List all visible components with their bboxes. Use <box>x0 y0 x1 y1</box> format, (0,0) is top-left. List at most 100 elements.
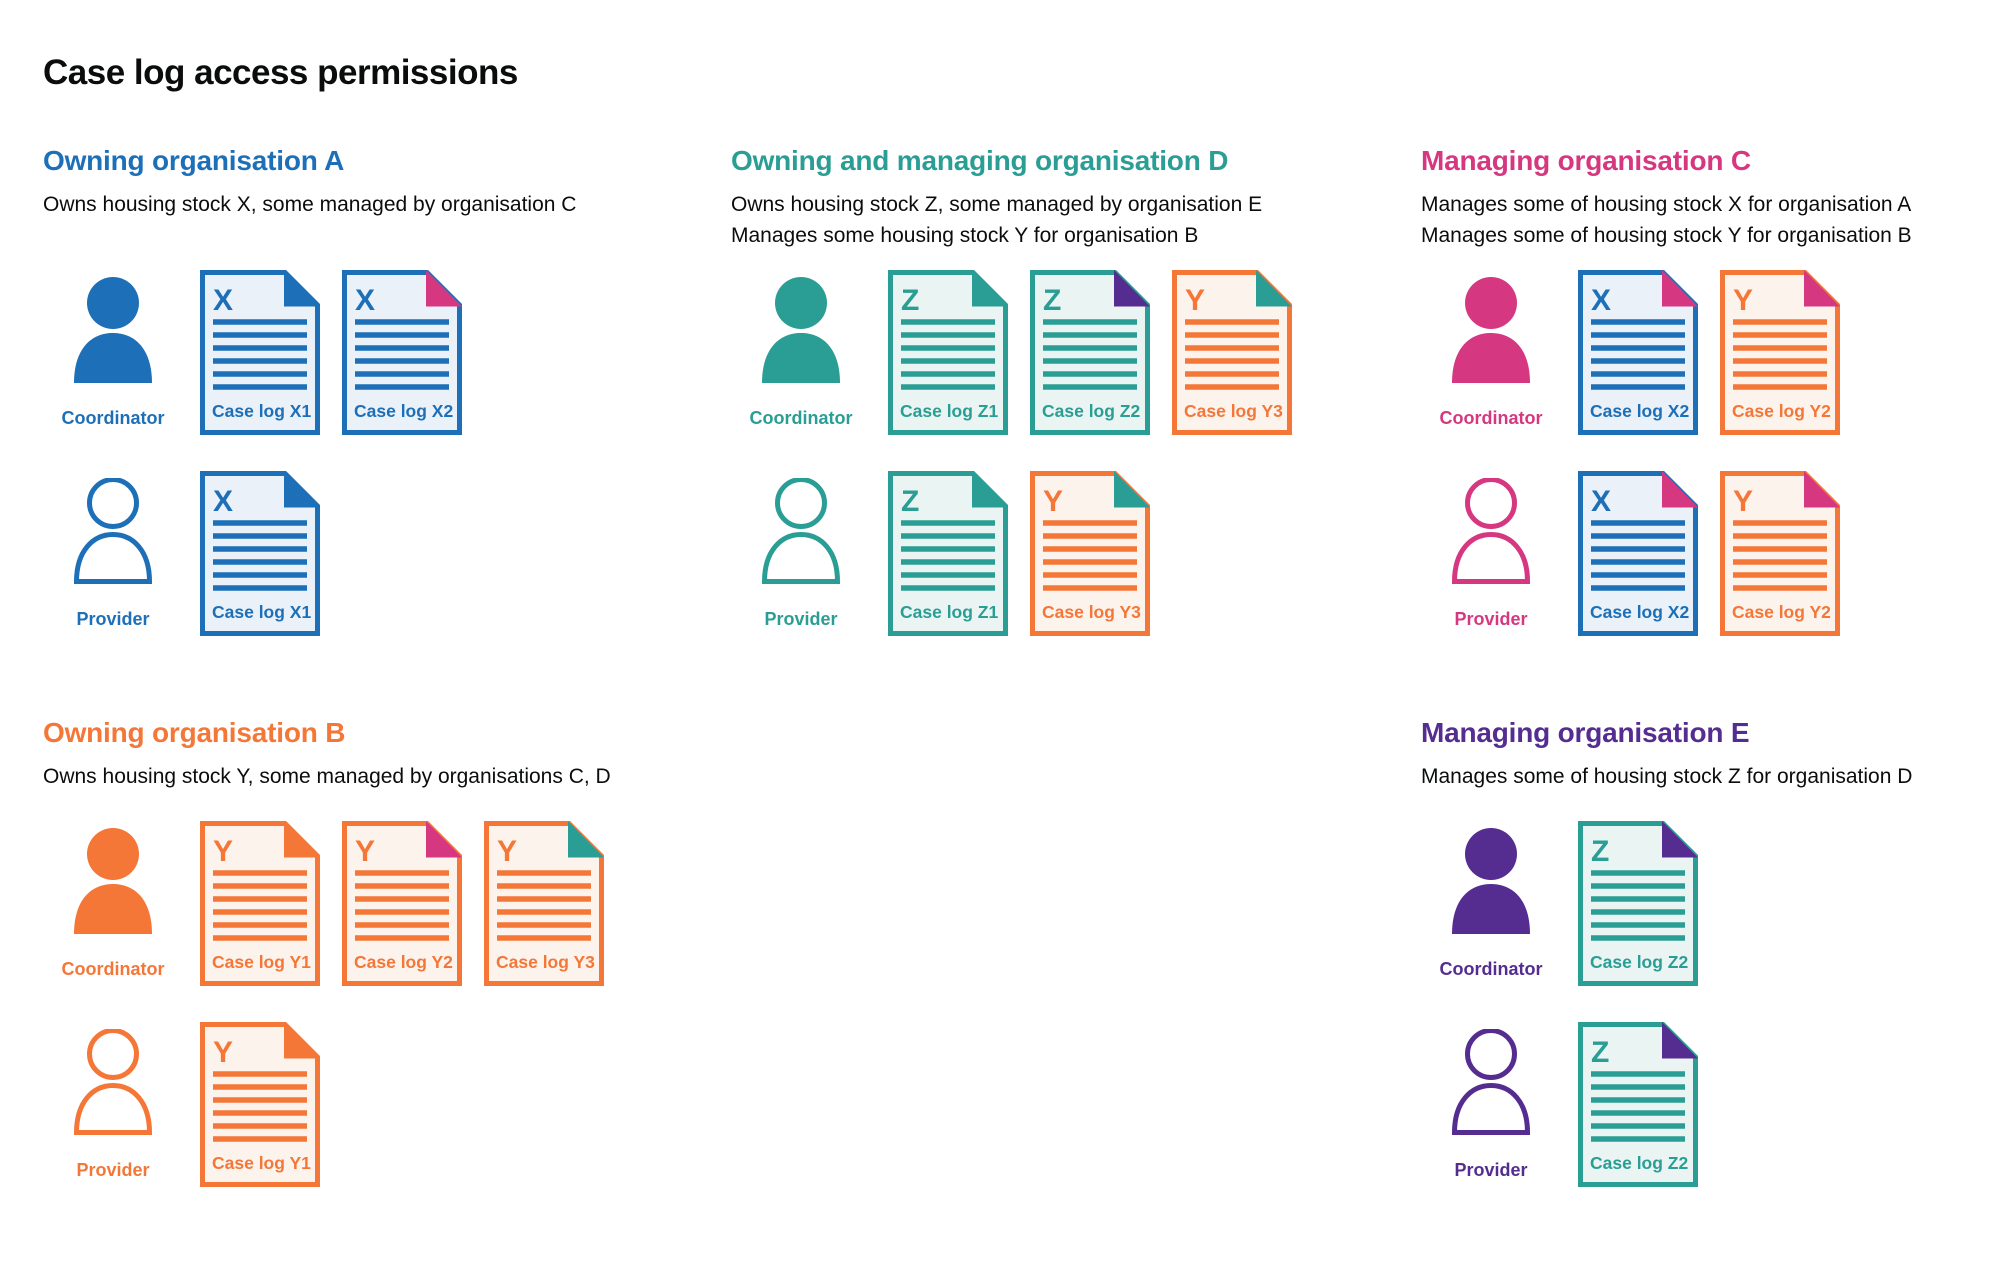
document-label: Case log Y1 <box>212 1153 311 1173</box>
provider-row: Provider Z Case log Z2 <box>1421 1022 1912 1187</box>
documents-group: Y Case log Y1 <box>200 1022 320 1187</box>
document-label: Case log Y2 <box>354 952 453 972</box>
section-header: Managing organisation E Manages some of … <box>1421 718 1912 821</box>
provider-icon <box>73 478 153 584</box>
document-stock-letter: Z <box>1043 284 1061 317</box>
coordinator-icon <box>1452 828 1530 934</box>
folded-corner <box>284 471 320 508</box>
document-stock-letter: Y <box>213 835 233 868</box>
section-heading: Managing organisation C <box>1421 145 1751 176</box>
document-label: Case log X2 <box>1590 401 1689 421</box>
documents-group: X Case log X2 Y Case log Y2 <box>1578 471 1840 636</box>
document-label: Case log Y3 <box>1042 602 1141 622</box>
document-stock-letter: Z <box>1591 1036 1609 1069</box>
document-stock-letter: X <box>355 284 375 317</box>
document-page <box>1578 270 1698 435</box>
provider-label: Provider <box>764 609 838 629</box>
document-page <box>1030 270 1150 435</box>
provider-label: Provider <box>76 609 150 629</box>
section-description-line: Manages some of housing stock Y for orga… <box>1421 224 1912 247</box>
provider-cell: Provider <box>731 471 871 636</box>
section-organisation-d: Owning and managing organisation D Owns … <box>731 146 1292 636</box>
provider-icon <box>761 478 841 584</box>
document-stock-letter: Y <box>355 835 375 868</box>
coordinator-cell: Coordinator <box>1421 270 1561 435</box>
case-log-document-icon: Z Case log Z2 <box>1578 1022 1698 1187</box>
case-log-document-icon: X Case log X1 <box>200 270 320 435</box>
folded-corner <box>1662 471 1698 508</box>
folded-corner <box>972 270 1008 307</box>
document-stock-letter: Y <box>1185 284 1205 317</box>
case-log-document-icon: Z Case log Z2 <box>1578 821 1698 986</box>
case-log-document-icon: X Case log X1 <box>200 471 320 636</box>
section-description-line: Owns housing stock X, some managed by or… <box>43 193 577 216</box>
coordinator-icon <box>1452 277 1530 383</box>
coordinator-row: Coordinator Y Case log Y1 Y Case log Y2 … <box>43 821 611 986</box>
folded-corner <box>1256 270 1292 307</box>
case-log-document-icon: Z Case log Z1 <box>888 270 1008 435</box>
section-description: Owns housing stock X, some managed by or… <box>43 189 576 220</box>
document-page <box>1720 270 1840 435</box>
provider-row: Provider Y Case log Y1 <box>43 1022 611 1187</box>
section-description-line: Owns housing stock Y, some managed by or… <box>43 765 611 788</box>
case-log-document-icon: X Case log X2 <box>1578 270 1698 435</box>
folded-corner <box>1114 270 1150 307</box>
coordinator-label: Coordinator <box>61 408 165 428</box>
document-page <box>1578 471 1698 636</box>
document-label: Case log X2 <box>354 401 453 421</box>
document-page <box>1030 471 1150 636</box>
case-log-document-icon: Y Case log Y2 <box>1720 471 1840 636</box>
coordinator-icon <box>762 277 840 383</box>
folded-corner <box>1662 270 1698 307</box>
document-label: Case log Z2 <box>1042 401 1140 421</box>
document-stock-letter: Y <box>1733 284 1753 317</box>
section-organisation-b: Owning organisation B Owns housing stock… <box>43 718 611 1187</box>
document-label: Case log Z1 <box>900 401 998 421</box>
document-page <box>200 821 320 986</box>
section-description: Manages some of housing stock Z for orga… <box>1421 761 1912 792</box>
document-stock-letter: X <box>1591 485 1611 518</box>
provider-icon <box>1451 1029 1531 1135</box>
document-page <box>1578 1022 1698 1187</box>
documents-group: Z Case log Z1 Z Case log Z2 Y Case log Y… <box>888 270 1292 435</box>
folded-corner <box>1662 1022 1698 1059</box>
documents-group: X Case log X1 <box>200 471 320 636</box>
case-log-document-icon: Z Case log Z1 <box>888 471 1008 636</box>
section-header: Owning organisation B Owns housing stock… <box>43 718 611 821</box>
provider-row: Provider X Case log X2 Y Case log Y2 <box>1421 471 1912 636</box>
folded-corner <box>1662 821 1698 858</box>
document-page <box>342 821 462 986</box>
document-label: Case log X1 <box>212 401 311 421</box>
folded-corner <box>568 821 604 858</box>
documents-group: Z Case log Z2 <box>1578 821 1698 986</box>
document-page <box>1578 821 1698 986</box>
documents-group: Y Case log Y1 Y Case log Y2 Y Case log Y… <box>200 821 604 986</box>
section-organisation-e: Managing organisation E Manages some of … <box>1421 718 1912 1187</box>
document-stock-letter: Y <box>1043 485 1063 518</box>
document-stock-letter: X <box>213 284 233 317</box>
document-label: Case log Y3 <box>496 952 595 972</box>
document-label: Case log Y2 <box>1732 602 1831 622</box>
document-page <box>200 471 320 636</box>
coordinator-row: Coordinator X Case log X2 Y Case log Y2 <box>1421 270 1912 435</box>
provider-row: Provider X Case log X1 <box>43 471 576 636</box>
coordinator-row: Coordinator Z Case log Z2 <box>1421 821 1912 986</box>
section-organisation-c: Managing organisation C Manages some of … <box>1421 146 1912 636</box>
coordinator-icon <box>74 828 152 934</box>
case-log-document-icon: Y Case log Y3 <box>1172 270 1292 435</box>
documents-group: Z Case log Z1 Y Case log Y3 <box>888 471 1150 636</box>
document-label: Case log Z2 <box>1590 1153 1688 1173</box>
section-description-line: Manages some of housing stock X for orga… <box>1421 193 1912 216</box>
document-label: Case log X2 <box>1590 602 1689 622</box>
document-stock-letter: Y <box>1733 485 1753 518</box>
section-heading: Owning organisation A <box>43 145 345 176</box>
section-header: Managing organisation C Manages some of … <box>1421 146 1912 270</box>
coordinator-row: Coordinator X Case log X1 X Case log X2 <box>43 270 576 435</box>
case-log-document-icon: Y Case log Y1 <box>200 1022 320 1187</box>
document-stock-letter: X <box>213 485 233 518</box>
section-header: Owning and managing organisation D Owns … <box>731 146 1292 270</box>
section-header: Owning organisation A Owns housing stock… <box>43 146 576 270</box>
document-label: Case log X1 <box>212 602 311 622</box>
provider-icon <box>1451 478 1531 584</box>
